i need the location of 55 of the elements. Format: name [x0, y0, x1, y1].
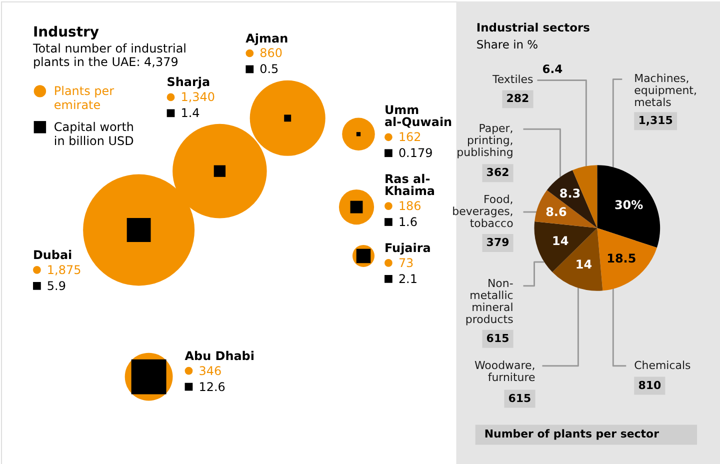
data-label: 14: [552, 234, 569, 248]
pie-slice: [534, 221, 598, 272]
pie-slice: [546, 170, 598, 228]
category-label: Ajman: [246, 31, 288, 46]
data-label: 162: [398, 130, 422, 144]
data-label: 186: [398, 199, 422, 214]
slice-label: Paper, printing, publishing: [456, 122, 514, 160]
data-label: 860: [260, 46, 282, 60]
data-label: 346: [198, 364, 222, 378]
slice-label: Textiles: [492, 73, 534, 86]
category-label: Sharja: [166, 75, 210, 90]
slice-label: Food, beverages, tobacco: [452, 193, 514, 230]
data-label: 12.6: [198, 380, 226, 394]
pie-slice: [597, 228, 657, 291]
data-label: 2.1: [398, 272, 418, 286]
pie-slice: [534, 190, 598, 228]
category-label: Fujaira: [384, 240, 431, 255]
chart-subtitle: Share in %: [476, 37, 538, 52]
data-label: 1,875: [46, 262, 82, 277]
data-label: 6.4: [542, 62, 563, 76]
category-label: Ras al-Khaima: [384, 172, 435, 198]
pie-slice: [597, 165, 660, 248]
legend-label: Plants per emirate: [54, 84, 114, 112]
text: 362: [486, 166, 510, 180]
text: 810: [638, 378, 662, 392]
data-label: 73: [398, 256, 414, 270]
slice-label: Machines, equipment, metals: [634, 72, 697, 110]
data-label: 1.6: [398, 215, 418, 230]
pie-slice: [552, 228, 603, 291]
category-label: Dubai: [32, 248, 72, 262]
text: 1,315: [638, 114, 673, 128]
text: 282: [506, 92, 530, 106]
data-label: 1,340: [180, 90, 216, 104]
data-label: 30%: [614, 198, 644, 212]
data-label: 8.6: [546, 204, 567, 219]
text: 615: [508, 392, 532, 405]
text: 615: [486, 332, 510, 345]
data-label: 5.9: [46, 278, 66, 293]
text: Number of plants per sector: [484, 428, 660, 441]
data-label: 8.3: [559, 186, 581, 200]
data-label: 0.5: [260, 62, 279, 76]
text: Industry: [32, 24, 100, 40]
text: Total number of industrial plants in the UAE: 4,379: [32, 41, 186, 70]
chart-title: Industrial sectors: [476, 20, 590, 34]
data-label: 14: [575, 258, 592, 272]
slice-label: Woodware, furniture: [474, 358, 536, 384]
text: 379: [486, 236, 510, 249]
slice-label: Chemicals: [634, 358, 692, 372]
data-label: 18.5: [606, 252, 636, 266]
category-label: Abu Dhabi: [184, 348, 254, 363]
data-label: 1.4: [180, 106, 200, 120]
slice-label: Non-metallic mineral products: [465, 276, 514, 326]
data-label: 0.179: [398, 146, 433, 160]
legend-label: Capital worth in billion USD: [54, 120, 134, 148]
category-label: Umm al-Quwain: [384, 103, 452, 130]
